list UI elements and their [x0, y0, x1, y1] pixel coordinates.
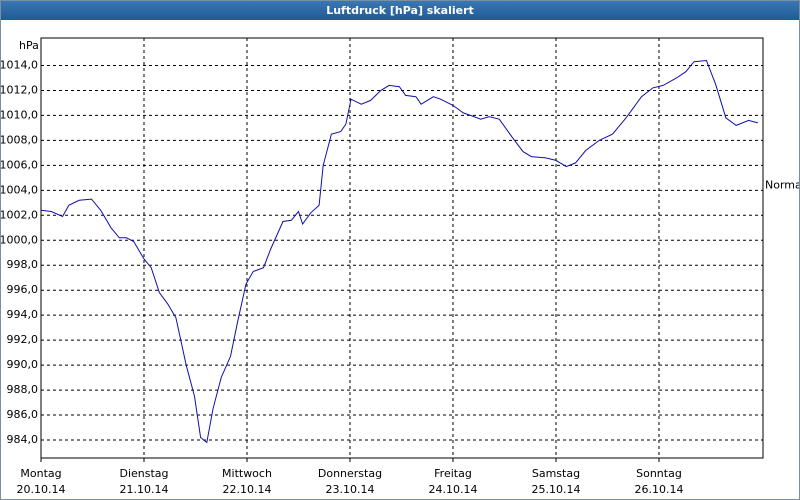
x-tick-label: Samstag — [532, 467, 580, 480]
y-tick-label: 994,0 — [7, 308, 39, 321]
x-tick-label: Mittwoch — [222, 467, 272, 480]
y-tick-label: 1014,0 — [1, 58, 38, 71]
y-tick-label: 986,0 — [7, 408, 39, 421]
chart: hPa 984,0 986,0 988,0 990,0 992,0 994,0 996,0 9… — [1, 37, 799, 496]
y-tick-label: 984,0 — [7, 433, 39, 446]
y-tick-label: 1000,0 — [1, 233, 38, 246]
y-tick-label: 1008,0 — [1, 133, 38, 146]
x-tick-date: 20.10.14 — [17, 483, 66, 496]
x-tick-date: 26.10.14 — [634, 483, 683, 496]
x-tick-date: 23.10.14 — [325, 483, 374, 496]
y-tick-label: 990,0 — [7, 358, 39, 371]
x-tick-label: Sonntag — [636, 467, 682, 480]
y-tick-label: 1006,0 — [1, 158, 38, 171]
y-tick-label: 992,0 — [7, 333, 39, 346]
title-bar: Luftdruck [hPa] skaliert — [1, 1, 799, 20]
x-tick-label: Montag — [20, 467, 61, 480]
x-tick-date: 24.10.14 — [428, 483, 477, 496]
data-line — [40, 59, 759, 444]
y-tick-label: 988,0 — [7, 383, 39, 396]
y-tick-label: 1004,0 — [1, 183, 38, 196]
y-unit: hPa — [19, 39, 39, 52]
x-tick-date: 25.10.14 — [531, 483, 580, 496]
y-tick-label: 996,0 — [7, 283, 39, 296]
y-tick-label: 1012,0 — [1, 83, 38, 96]
x-tick-date: 21.10.14 — [120, 483, 169, 496]
plot-area — [40, 37, 764, 459]
y-tick-label: 1002,0 — [1, 208, 38, 221]
y-tick-label: 1010,0 — [1, 108, 38, 121]
x-tick-label: Freitag — [434, 467, 472, 480]
x-tick-label: Donnerstag — [318, 467, 382, 480]
annotation: Normal — [765, 178, 799, 191]
y-tick-label: 998,0 — [7, 258, 39, 271]
x-tick-date: 22.10.14 — [222, 483, 271, 496]
x-tick-label: Dienstag — [119, 467, 168, 480]
